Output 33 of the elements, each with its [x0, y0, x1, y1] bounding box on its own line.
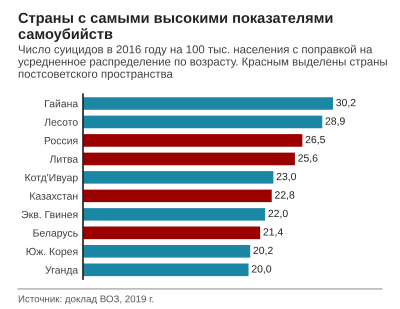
y-tick-label: Гайана [44, 100, 78, 108]
data-label: 28,9 [326, 117, 345, 126]
data-label: 22,8 [275, 191, 294, 200]
y-tick-label: Беларусь [33, 229, 78, 239]
y-tick-label: Котд'Ивуар [25, 174, 78, 184]
bar [83, 116, 322, 128]
y-tick-label: Лесото [44, 118, 78, 126]
bar [83, 208, 266, 221]
y-tick-label: Литва [50, 156, 78, 163]
data-label: 22,0 [268, 210, 288, 218]
data-label: 20,0 [252, 265, 272, 274]
bar [83, 152, 295, 166]
text: Источник: доклад ВОЗ, 2019 г. [18, 295, 154, 304]
bar [83, 226, 260, 240]
bar [83, 190, 272, 202]
data-label: 21,4 [263, 228, 283, 237]
data-label: 25,6 [298, 154, 318, 163]
y-tick-label: Россия [44, 137, 78, 144]
y-tick-label: Казахстан [30, 192, 78, 200]
bar [83, 171, 274, 184]
y-tick-label: Экв. Гвинея [22, 210, 78, 218]
y-tick-label: Юж. Корея [26, 248, 78, 258]
data-label: 30,2 [336, 98, 356, 108]
y-tick-label: Уганда [45, 266, 78, 276]
bar [83, 97, 333, 110]
chart-subtitle: Число суицидов в 2016 году на 100 тыс. населения с поправкой на усредненное распределение по возрасту. Красным выделены страны постсоветского пространства [18, 44, 387, 80]
chart-title: Страны с самыми высокими показателями самоубийств [18, 12, 332, 42]
data-label: 20,2 [254, 246, 273, 256]
data-label: 23,0 [276, 172, 296, 182]
bar [83, 245, 250, 258]
bar [83, 264, 249, 276]
bar [83, 134, 302, 147]
data-label: 26,5 [306, 136, 325, 144]
